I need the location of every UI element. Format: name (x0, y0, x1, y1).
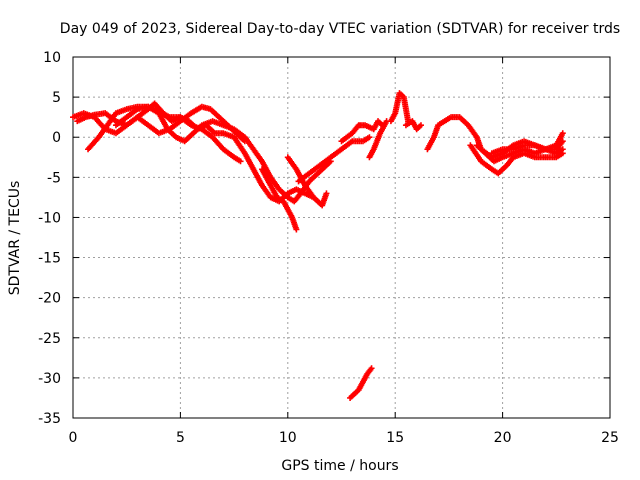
data-point (368, 365, 375, 372)
series-track-9 (366, 118, 390, 161)
plot-frame (72, 56, 611, 419)
y-tick-label: -5 (47, 170, 61, 186)
series-track-10 (347, 365, 375, 401)
data-points (70, 90, 566, 401)
x-tick-label: 25 (601, 430, 619, 446)
data-point (293, 226, 300, 233)
series-track-8 (338, 118, 386, 145)
x-tick-label: 0 (69, 430, 78, 446)
series-track-12 (402, 118, 424, 133)
x-tick-label: 10 (279, 430, 297, 446)
chart-title: Day 049 of 2023, Sidereal Day-to-day VTE… (60, 21, 620, 37)
x-tick-label: 15 (386, 430, 404, 446)
y-tick-label: -35 (38, 411, 61, 427)
x-tick-label: 5 (176, 430, 185, 446)
data-point (559, 130, 566, 137)
series-track-16 (488, 130, 566, 157)
series-track-5 (259, 166, 300, 233)
series-track-11 (387, 90, 412, 125)
y-tick-label: -15 (38, 251, 61, 267)
grid-lines (73, 57, 610, 418)
data-point (559, 146, 566, 153)
y-axis-label: SDTVAR / TECUs (7, 181, 23, 296)
data-point (237, 158, 244, 165)
data-point (417, 122, 424, 129)
y-tick-label: -25 (38, 331, 61, 347)
series-track-14 (467, 142, 566, 177)
x-tick-label: 20 (494, 430, 512, 446)
series-track-4 (112, 103, 334, 205)
data-point (366, 134, 373, 141)
data-point (323, 190, 330, 197)
y-tick-label: -10 (38, 210, 61, 226)
axis-ticks: 0 5 10 15 20 25 10 5 0 -5 -10 -15 -20 -25 -30 -35 (38, 50, 619, 446)
series-track-7 (295, 134, 373, 185)
y-tick-label: 10 (43, 50, 61, 66)
x-axis-label: GPS time / hours (281, 458, 398, 474)
y-tick-label: -20 (38, 291, 61, 307)
y-tick-label: -30 (38, 371, 61, 387)
y-tick-label: 0 (52, 130, 61, 146)
y-tick-label: 5 (52, 90, 61, 106)
